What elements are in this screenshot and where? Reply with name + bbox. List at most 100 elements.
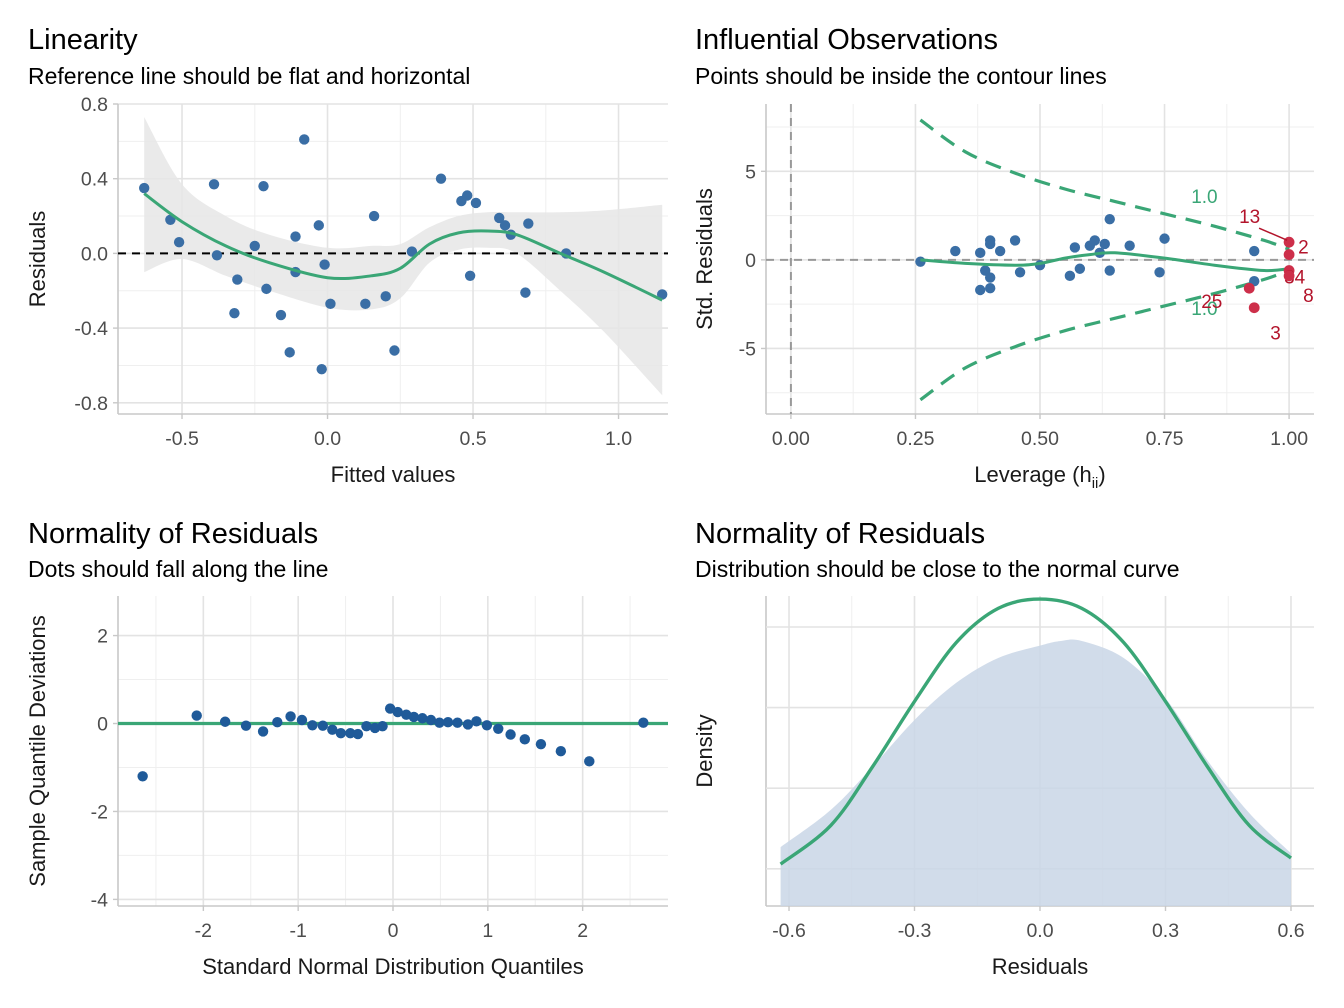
qq-plot [118, 703, 668, 782]
residual-point [211, 250, 223, 261]
residual-point [470, 197, 482, 209]
linearity-x-axis-title: Fitted values [331, 462, 456, 487]
leverage-point [1009, 235, 1021, 246]
leverage-point [1069, 242, 1081, 253]
leverage-point [975, 284, 986, 296]
influential-y-tick-label: -5 [739, 338, 756, 360]
density-x-tick-label: 0.3 [1152, 920, 1179, 942]
qq-point [307, 720, 318, 731]
influential-label: 13 [1239, 207, 1260, 228]
leverage-point [1154, 267, 1165, 278]
density-x-tick-label: 0.0 [1026, 920, 1053, 942]
residual-point [290, 231, 301, 242]
residual-point [173, 236, 185, 248]
residual-point [313, 220, 324, 231]
residual-point [138, 182, 150, 194]
qq-x-tick-label: -1 [290, 920, 307, 942]
qq-point [392, 706, 403, 718]
qq-y-tick-label: 0 [97, 714, 108, 736]
residual-point [325, 298, 336, 310]
residual-point [380, 291, 391, 302]
qq-x-tick-label: 2 [577, 920, 588, 942]
density-title: Normality of Residuals [695, 518, 986, 550]
influential-title: Influential Observations [695, 24, 999, 56]
density-x-tick-label: -0.6 [772, 920, 806, 942]
density-x-tick-label: -0.3 [898, 920, 932, 942]
leverage-point [984, 283, 996, 294]
residual-point [462, 190, 473, 201]
confidence-band [144, 117, 663, 396]
qq-x-tick-label: 1 [482, 920, 493, 942]
linearity-plot [118, 117, 668, 396]
residual-point [249, 240, 260, 252]
qq-point [471, 716, 482, 727]
leverage-point [984, 272, 996, 283]
residual-point [520, 287, 531, 298]
influential-point [1283, 249, 1295, 260]
qq-point [481, 720, 493, 731]
residual-point [389, 345, 400, 356]
residual-point [499, 220, 511, 231]
residual-point [368, 210, 380, 222]
residual-point [523, 218, 534, 229]
qq-x-axis-title: Standard Normal Distribution Quantiles [202, 954, 584, 979]
linearity-title: Linearity [28, 24, 138, 56]
linearity-x-tick-label: 1.0 [605, 428, 632, 450]
influential-label: 2 [1298, 238, 1309, 259]
influential-x-tick-label: 0.25 [896, 428, 934, 450]
leverage-point [1099, 238, 1110, 250]
leverage-point [994, 245, 1006, 257]
empirical-density-area [780, 639, 1291, 906]
qq-point [219, 716, 231, 727]
residual-point [464, 270, 476, 282]
cooks-contour-upper [919, 118, 1290, 251]
residual-point [284, 347, 295, 358]
residual-point [299, 134, 310, 145]
influential-x-axis-title: Leverage (hii) [974, 462, 1105, 492]
linearity-panel: Linearity Reference line should be flat … [0, 0, 672, 504]
density-x-tick-label: 0.6 [1277, 920, 1304, 942]
qq-y-tick-label: -2 [91, 801, 108, 823]
residual-point [319, 259, 330, 270]
contour-label-lower: 1.0 [1191, 299, 1217, 320]
qq-point [535, 738, 547, 750]
linearity-y-tick-label: 0.4 [81, 169, 108, 191]
qq-point [442, 716, 454, 728]
linearity-x-tick-label: 0.0 [314, 428, 341, 450]
influential-y-tick-label: 5 [745, 161, 756, 183]
influential-x-tick-label: 0.75 [1146, 428, 1184, 450]
influential-y-tick-label: 0 [745, 250, 756, 272]
qq-point [505, 729, 516, 740]
influential-label: 25 [1201, 292, 1222, 313]
leverage-point [1124, 240, 1135, 251]
qq-x-tick-label: -2 [195, 920, 212, 942]
influential-subtitle: Points should be inside the contour line… [695, 63, 1107, 89]
qq-point [272, 716, 283, 728]
residual-point [656, 289, 668, 300]
leverage-point [1064, 270, 1076, 282]
influential-x-tick-label: 0.00 [772, 428, 810, 450]
qq-panel: Normality of Residuals Dots should fall … [0, 504, 672, 1008]
residual-point [494, 212, 505, 224]
influential-point [1283, 270, 1295, 282]
qq-point [191, 710, 202, 721]
density-x-axis-title: Residuals [992, 954, 1089, 979]
leverage-point [984, 238, 996, 250]
qq-point [296, 714, 308, 726]
residual-point [232, 274, 243, 285]
qq-point [327, 724, 338, 735]
qq-y-tick-label: 2 [97, 626, 108, 648]
influential-label: 3 [1270, 324, 1281, 345]
influential-leader-line [1258, 227, 1288, 241]
linearity-y-tick-label: 0.8 [81, 94, 108, 116]
qq-y-tick-label: -4 [91, 889, 108, 911]
qq-point [408, 711, 420, 723]
qq-point [361, 720, 372, 732]
linearity-y-tick-label: -0.8 [74, 393, 108, 415]
qq-point [285, 711, 296, 722]
qq-point [377, 720, 388, 732]
linearity-x-tick-label: 0.5 [459, 428, 486, 450]
smooth-curve [920, 251, 1290, 273]
density-y-axis-title: Density [692, 714, 717, 787]
qq-x-tick-label: 0 [388, 920, 399, 942]
